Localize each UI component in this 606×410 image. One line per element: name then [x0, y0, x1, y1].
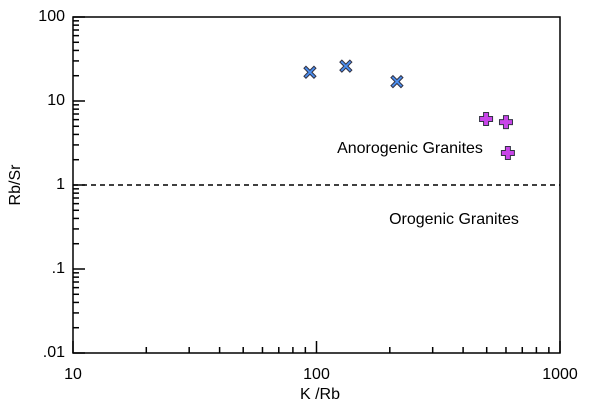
- y-tick-label: .01: [43, 344, 65, 361]
- y-axis-label: Rb/Sr: [7, 164, 24, 206]
- x-tick-label: 10: [64, 366, 82, 383]
- y-tick-label: 1: [56, 176, 65, 193]
- x-tick-label: 1000: [542, 366, 578, 383]
- data-point: [479, 112, 494, 127]
- data-point: [390, 74, 404, 89]
- annotation: Orogenic Granites: [389, 211, 519, 228]
- data-point: [498, 115, 513, 130]
- x-tick-label: 100: [303, 366, 330, 383]
- y-tick-label: 10: [47, 92, 65, 109]
- y-tick-label: .1: [52, 260, 65, 277]
- y-tick-label: 100: [38, 8, 65, 25]
- data-point: [303, 65, 317, 79]
- data-point: [339, 59, 353, 73]
- data-point: [500, 146, 515, 161]
- annotation: Anorogenic Granites: [337, 140, 483, 157]
- x-axis-label: K /Rb: [300, 386, 340, 403]
